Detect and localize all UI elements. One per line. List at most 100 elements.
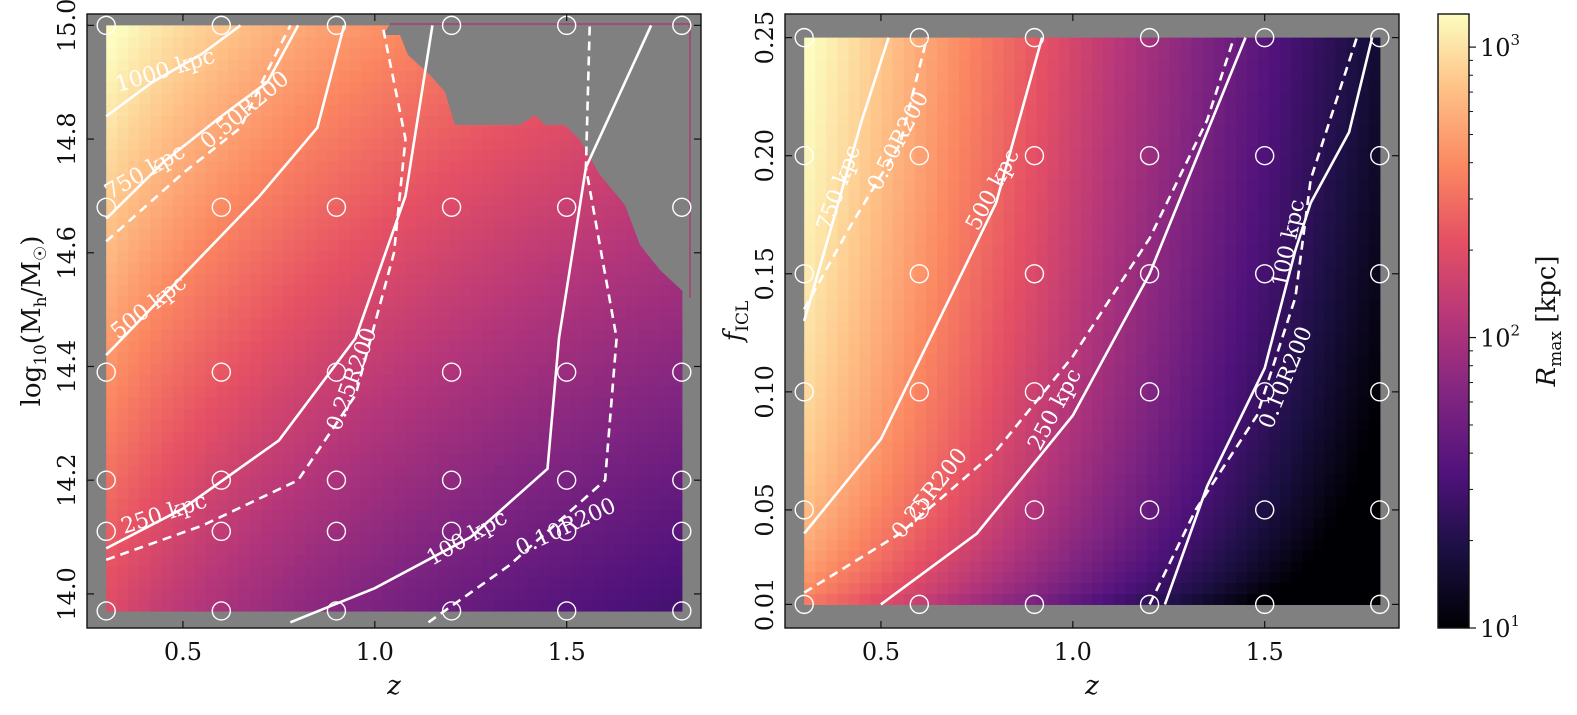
heatmap-cell — [261, 216, 273, 229]
heatmap-cell — [870, 124, 883, 137]
heatmap-cell — [948, 462, 960, 475]
heatmap-cell — [848, 255, 861, 268]
heatmap-cell — [992, 331, 1005, 344]
heatmap-cell — [504, 419, 517, 432]
heatmap-cell — [316, 464, 329, 477]
heatmap-cell — [1180, 473, 1193, 486]
heatmap-cell — [305, 70, 318, 83]
heatmap-cell — [515, 183, 528, 195]
heatmap-cell — [1235, 462, 1248, 475]
heatmap-cell — [582, 239, 594, 252]
heatmap-cell — [183, 318, 196, 331]
heatmap-cell — [482, 475, 495, 488]
heatmap-cell — [261, 577, 273, 590]
heatmap-cell — [1180, 528, 1193, 540]
heatmap-cell — [992, 103, 1005, 115]
heatmap-cell — [172, 36, 185, 49]
heatmap-cell — [394, 284, 406, 297]
heatmap-cell — [128, 284, 140, 297]
left-y-sun: ☉ — [31, 246, 51, 261]
heatmap-cell — [1003, 92, 1016, 104]
heatmap-cell — [560, 520, 572, 533]
heatmap-cell — [327, 554, 340, 567]
heatmap-cell — [216, 36, 229, 49]
heatmap-cell — [870, 571, 883, 584]
heatmap-cell — [826, 451, 838, 464]
heatmap-cell — [1125, 266, 1137, 279]
heatmap-cell — [482, 554, 495, 567]
heatmap-cell — [128, 306, 140, 319]
heatmap-cell — [405, 442, 417, 454]
heatmap-cell — [537, 520, 550, 533]
contour-1000-kpc — [105, 24, 242, 118]
heatmap-cell — [283, 487, 295, 499]
heatmap-cell — [1025, 157, 1038, 170]
heatmap-cell — [338, 306, 351, 319]
heatmap-cell — [1235, 288, 1248, 300]
heatmap-cell — [937, 451, 949, 464]
heatmap-cell — [1202, 135, 1215, 148]
heatmap-cell — [959, 146, 971, 159]
heatmap-cell — [106, 126, 118, 139]
heatmap-cell — [1080, 528, 1093, 540]
heatmap-cell — [305, 104, 318, 117]
heatmap-cell — [515, 577, 528, 590]
heatmap-cell — [438, 442, 450, 454]
heatmap-cell — [305, 25, 318, 38]
heatmap-cell — [216, 363, 229, 376]
heatmap-cell — [637, 374, 650, 387]
heatmap-cell — [1047, 342, 1060, 355]
heatmap-cell — [1136, 528, 1148, 540]
heatmap-cell — [1191, 429, 1204, 442]
heatmap-cell — [416, 509, 428, 522]
heatmap-cell — [859, 593, 872, 605]
heatmap-cell — [1235, 59, 1248, 71]
heatmap-cell — [239, 396, 251, 409]
heatmap-cell — [327, 273, 340, 285]
heatmap-cell — [881, 168, 894, 180]
heatmap-cell — [1103, 157, 1115, 170]
heatmap-cell — [826, 81, 838, 93]
heatmap-cell — [1169, 212, 1182, 224]
heatmap-cell — [106, 498, 118, 511]
heatmap-cell — [582, 194, 594, 207]
heatmap-cell — [1025, 419, 1038, 431]
heatmap-cell — [1202, 321, 1215, 333]
heatmap-cell — [848, 495, 861, 507]
heatmap-cell — [493, 577, 506, 590]
heatmap-cell — [106, 216, 118, 229]
heatmap-cell — [1235, 103, 1248, 115]
heatmap-cell — [925, 473, 938, 486]
heatmap-cell — [194, 70, 207, 83]
heatmap-cell — [327, 453, 340, 466]
heatmap-cell — [981, 440, 993, 453]
heatmap-cell — [571, 374, 583, 387]
heatmap-cell — [394, 520, 406, 533]
heatmap-cell — [1213, 451, 1226, 464]
heatmap-cell — [1191, 462, 1204, 475]
heatmap-cell — [914, 48, 927, 61]
heatmap-cell — [438, 183, 450, 195]
heatmap-cell — [903, 506, 916, 518]
heatmap-cell — [837, 157, 850, 170]
heatmap-cell — [316, 577, 329, 590]
heatmap-cell — [150, 509, 163, 522]
heatmap-cell — [537, 160, 550, 173]
heatmap-cell — [1103, 571, 1115, 584]
heatmap-cell — [1092, 168, 1104, 180]
heatmap-cell — [1158, 353, 1171, 366]
heatmap-cell — [1258, 233, 1270, 246]
heatmap-cell — [1003, 353, 1016, 366]
heatmap-cell — [438, 329, 450, 342]
heatmap-cell — [316, 430, 329, 443]
heatmap-cell — [859, 440, 872, 453]
heatmap-cell — [526, 520, 539, 533]
heatmap-cell — [250, 363, 262, 376]
heatmap-cell — [1114, 440, 1126, 453]
heatmap-cell — [438, 532, 450, 544]
heatmap-cell — [1246, 451, 1259, 464]
heatmap-cell — [250, 160, 262, 173]
heatmap-cell — [1180, 212, 1193, 224]
heatmap-cell — [283, 70, 295, 83]
heatmap-cell — [482, 228, 495, 240]
